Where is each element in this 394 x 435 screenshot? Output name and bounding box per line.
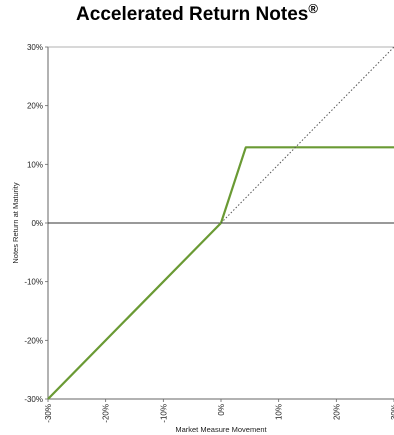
x-tick-label: -20% bbox=[102, 404, 111, 423]
y-axis-label: Notes Return at Maturity bbox=[11, 182, 20, 264]
y-axis-ticks: -30% -20% -10% 0% 10% 20% 30% bbox=[24, 43, 48, 404]
x-tick-label: -30% bbox=[44, 404, 53, 423]
x-axis-ticks: -30% -20% -10% 0% 10% 20% 30% bbox=[44, 399, 394, 423]
x-tick-label: 20% bbox=[332, 404, 341, 420]
y-tick-label: -20% bbox=[24, 336, 43, 345]
series-layer bbox=[47, 46, 394, 400]
notes-return-line bbox=[47, 146, 394, 400]
chart-title-text: Accelerated Return Notes bbox=[76, 4, 309, 25]
x-tick-label: 10% bbox=[275, 404, 284, 420]
y-tick-label: 30% bbox=[27, 43, 43, 52]
y-tick-label: -30% bbox=[24, 395, 43, 404]
registered-mark: ® bbox=[308, 1, 318, 16]
y-tick-label: -10% bbox=[24, 278, 43, 287]
y-tick-label: 20% bbox=[27, 102, 43, 111]
y-tick-label: 10% bbox=[27, 160, 43, 169]
reference-line bbox=[220, 46, 394, 224]
x-tick-label: 0% bbox=[217, 404, 226, 416]
x-tick-label: -10% bbox=[159, 404, 168, 423]
y-tick-label: 0% bbox=[31, 219, 43, 228]
x-axis-label: Market Measure Movement bbox=[175, 425, 267, 434]
x-tick-label: 30% bbox=[390, 404, 394, 420]
chart-title: Accelerated Return Notes® bbox=[0, 1, 394, 26]
